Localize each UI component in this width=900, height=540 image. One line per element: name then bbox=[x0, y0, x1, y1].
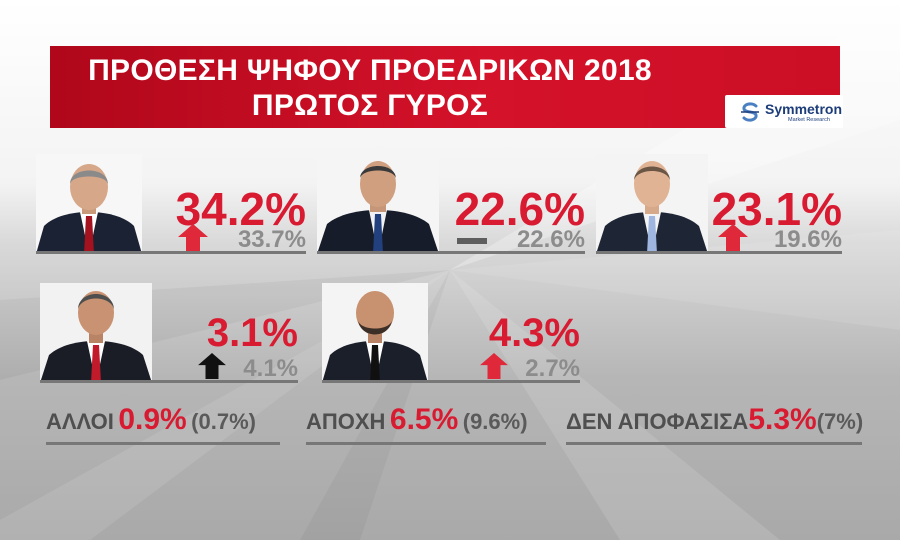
red-up-arrow-icon bbox=[178, 224, 208, 252]
stat-undecided-label: ΔΕΝ ΑΠΟΦΑΣΙΣΑ bbox=[566, 409, 749, 434]
stat-undecided: ΔΕΝ ΑΠΟΦΑΣΙΣΑ5.3%(7%) bbox=[566, 403, 864, 445]
candidate-card-3: 23.1% 19.6% bbox=[596, 154, 842, 254]
symmetron-logo: Symmetron Market Research bbox=[725, 95, 843, 128]
candidate-2-baseline bbox=[317, 251, 585, 254]
dash-icon bbox=[457, 238, 487, 244]
red-up-arrow-icon bbox=[480, 353, 508, 379]
black-up-arrow-icon bbox=[198, 353, 226, 379]
logo-name: Symmetron bbox=[765, 101, 843, 117]
stat-abstention-label: ΑΠΟΧΗ bbox=[306, 409, 386, 434]
candidate-card-1: 34.2% 33.7% bbox=[36, 154, 306, 254]
stat-others-previous: (0.7%) bbox=[191, 409, 256, 434]
candidate-2-previous: 22.6% bbox=[516, 226, 585, 253]
stat-others-value: 0.9% bbox=[118, 403, 187, 436]
stat-abstention-previous: (9.6%) bbox=[462, 409, 528, 434]
candidate-card-4: 3.1% 4.1% bbox=[40, 283, 298, 383]
chart-subtitle: ΠΡΩΤΟΣ ΓΥΡΟΣ bbox=[251, 89, 489, 122]
candidate-4-portrait bbox=[40, 283, 152, 383]
stat-others-label: ΑΛΛΟΙ bbox=[46, 409, 114, 434]
candidate-3-portrait bbox=[596, 154, 708, 254]
candidate-3-previous: 19.6% bbox=[773, 226, 842, 253]
candidate-2-portrait bbox=[317, 154, 439, 254]
stat-undecided-previous: (7%) bbox=[816, 409, 864, 434]
candidate-5-percentage: 4.3% bbox=[488, 311, 580, 355]
red-up-arrow-icon bbox=[718, 224, 748, 252]
title-banner: ΠΡΟΘΕΣΗ ΨΗΦΟΥ ΠΡΟΕΔΡΙΚΩΝ 2018 ΠΡΩΤΟΣ ΓΥΡ… bbox=[50, 46, 840, 128]
candidate-5-portrait bbox=[322, 283, 428, 383]
candidate-3-baseline bbox=[596, 251, 842, 254]
candidate-5-previous: 2.7% bbox=[525, 355, 580, 382]
candidate-card-5: 4.3% 2.7% bbox=[322, 283, 580, 383]
stat-others: ΑΛΛΟΙ 0.9% (0.7%) bbox=[46, 405, 280, 445]
stat-abstention-value: 6.5% bbox=[389, 403, 459, 436]
stat-others-baseline bbox=[46, 442, 280, 445]
candidate-1-percentage: 34.2% bbox=[175, 183, 306, 235]
candidate-4-previous: 4.1% bbox=[243, 355, 298, 382]
candidate-2-percentage: 22.6% bbox=[454, 183, 585, 235]
candidate-1-previous: 33.7% bbox=[237, 226, 306, 253]
stat-undecided-baseline bbox=[566, 442, 862, 445]
candidate-card-2: 22.6% 22.6% bbox=[317, 154, 585, 254]
symmetron-swirl-icon bbox=[741, 102, 759, 122]
stat-abstention: ΑΠΟΧΗ 6.5% (9.6%) bbox=[306, 405, 546, 445]
logo-tagline: Market Research bbox=[788, 117, 830, 123]
candidate-5-baseline bbox=[322, 380, 580, 383]
candidate-1-portrait bbox=[36, 154, 142, 254]
candidate-4-percentage: 3.1% bbox=[206, 311, 298, 355]
candidate-1-baseline bbox=[36, 251, 306, 254]
stat-undecided-value: 5.3% bbox=[748, 403, 817, 436]
candidate-4-baseline bbox=[40, 380, 298, 383]
stat-abstention-baseline bbox=[306, 442, 546, 445]
chart-title: ΠΡΟΘΕΣΗ ΨΗΦΟΥ ΠΡΟΕΔΡΙΚΩΝ 2018 bbox=[88, 54, 652, 87]
